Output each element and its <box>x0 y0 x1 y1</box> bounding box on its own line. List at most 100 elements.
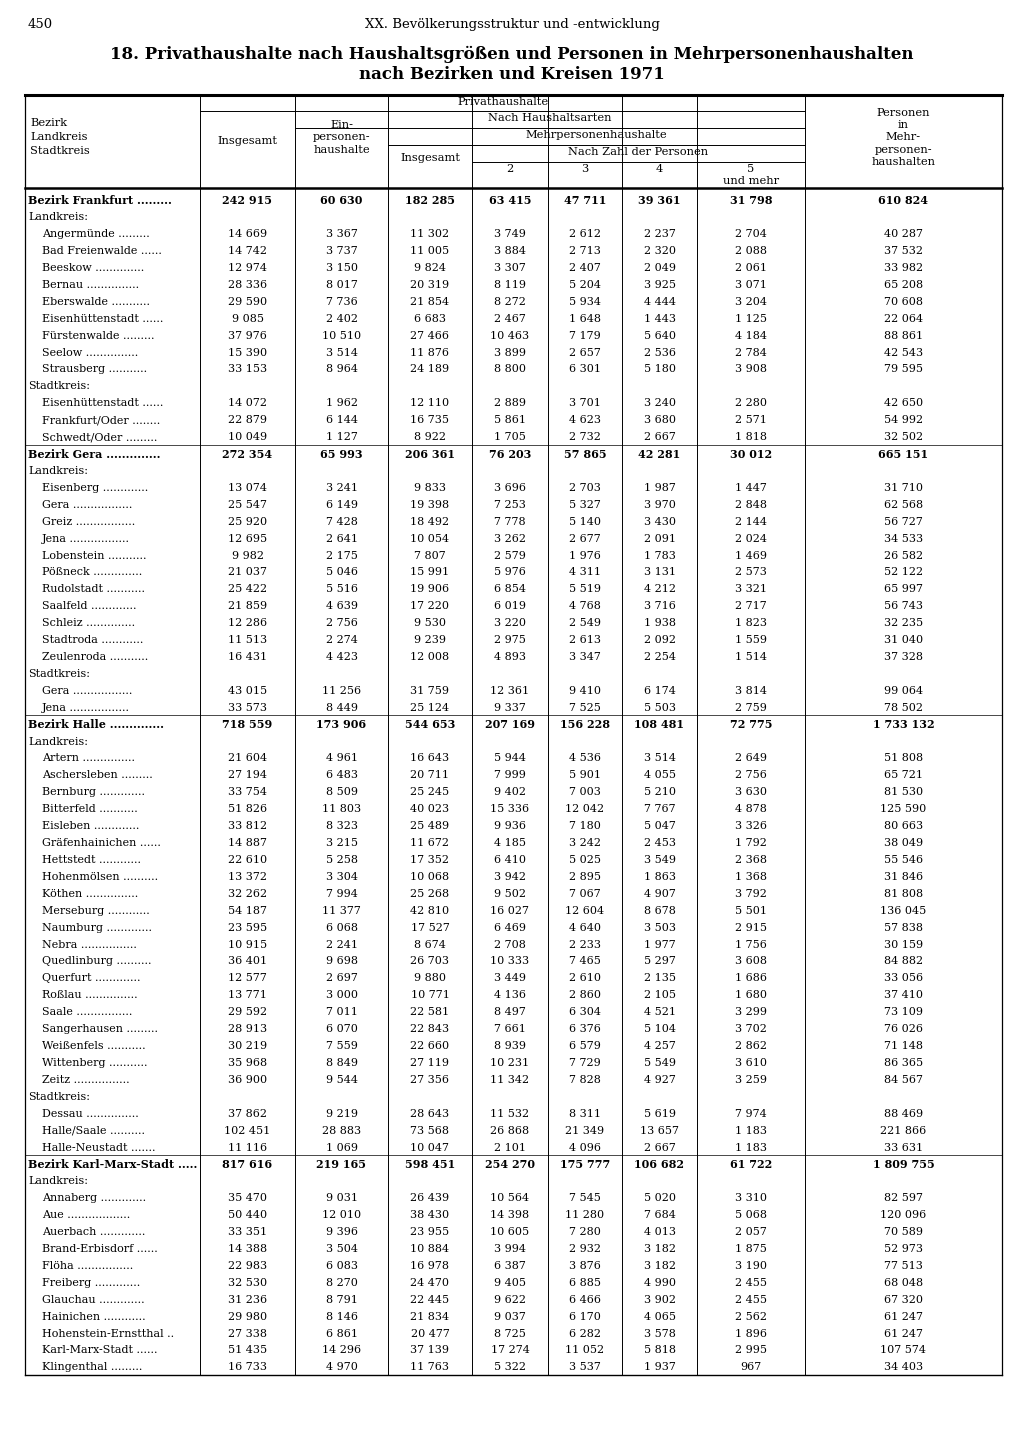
Text: 11 377: 11 377 <box>323 906 360 916</box>
Text: 8 725: 8 725 <box>494 1329 526 1339</box>
Text: 4 640: 4 640 <box>569 923 601 933</box>
Text: 6 376: 6 376 <box>569 1024 601 1034</box>
Text: 2 320: 2 320 <box>643 246 676 256</box>
Text: 11 876: 11 876 <box>411 347 450 357</box>
Text: 28 336: 28 336 <box>228 279 267 289</box>
Text: 62 568: 62 568 <box>884 500 923 510</box>
Text: 1 938: 1 938 <box>643 618 676 628</box>
Text: 9 037: 9 037 <box>494 1312 526 1322</box>
Text: 24 470: 24 470 <box>411 1277 450 1287</box>
Text: 4 065: 4 065 <box>643 1312 676 1322</box>
Text: 2 708: 2 708 <box>494 939 526 949</box>
Text: 56 727: 56 727 <box>884 517 923 527</box>
Text: 21 859: 21 859 <box>228 602 267 611</box>
Text: 3 215: 3 215 <box>326 838 357 848</box>
Text: 8 497: 8 497 <box>494 1007 526 1017</box>
Text: 3 503: 3 503 <box>643 923 676 933</box>
Text: 65 208: 65 208 <box>884 279 923 289</box>
Text: 84 567: 84 567 <box>884 1074 923 1084</box>
Text: 29 980: 29 980 <box>228 1312 267 1322</box>
Text: 1 559: 1 559 <box>735 635 767 645</box>
Text: 81 530: 81 530 <box>884 788 923 798</box>
Text: 17 352: 17 352 <box>411 855 450 865</box>
Text: Landkreis:: Landkreis: <box>28 467 88 477</box>
Text: 5 619: 5 619 <box>643 1109 676 1119</box>
Text: 22 445: 22 445 <box>411 1295 450 1305</box>
Text: 2 784: 2 784 <box>735 347 767 357</box>
Text: Brand-Erbisdorf ......: Brand-Erbisdorf ...... <box>42 1244 158 1254</box>
Text: 11 672: 11 672 <box>411 838 450 848</box>
Text: Landkreis:: Landkreis: <box>28 737 88 746</box>
Text: 14 742: 14 742 <box>228 246 267 256</box>
Text: 33 351: 33 351 <box>228 1227 267 1237</box>
Text: 51 435: 51 435 <box>228 1345 267 1355</box>
Text: Frankfurt/Oder ........: Frankfurt/Oder ........ <box>42 415 160 425</box>
Text: 7 280: 7 280 <box>569 1227 601 1237</box>
Text: 6 170: 6 170 <box>569 1312 601 1322</box>
Text: 6 070: 6 070 <box>326 1024 357 1034</box>
Text: 6 019: 6 019 <box>494 602 526 611</box>
Text: 182 285: 182 285 <box>406 194 455 206</box>
Text: 2 756: 2 756 <box>735 770 767 780</box>
Text: 7 465: 7 465 <box>569 956 601 966</box>
Text: 2 573: 2 573 <box>735 567 767 577</box>
Text: 21 037: 21 037 <box>228 567 267 577</box>
Text: 21 834: 21 834 <box>411 1312 450 1322</box>
Text: Hettstedt ............: Hettstedt ............ <box>42 855 141 865</box>
Text: Bezirk Gera ..............: Bezirk Gera .............. <box>28 448 161 459</box>
Text: 56 743: 56 743 <box>884 602 923 611</box>
Text: 82 597: 82 597 <box>884 1194 923 1204</box>
Text: Saalfeld .............: Saalfeld ............. <box>42 602 136 611</box>
Text: 31 236: 31 236 <box>228 1295 267 1305</box>
Text: 34 533: 34 533 <box>884 534 923 543</box>
Text: 5 140: 5 140 <box>569 517 601 527</box>
Text: 78 502: 78 502 <box>884 703 923 713</box>
Text: Bezirk Halle ..............: Bezirk Halle .............. <box>28 719 164 730</box>
Text: 3 071: 3 071 <box>735 279 767 289</box>
Text: 5 180: 5 180 <box>643 364 676 374</box>
Text: 3 680: 3 680 <box>643 415 676 425</box>
Text: 7 545: 7 545 <box>569 1194 601 1204</box>
Text: 12 010: 12 010 <box>322 1210 361 1220</box>
Text: 1 733 132: 1 733 132 <box>872 719 934 730</box>
Text: Ein-
personen-
haushalte: Ein- personen- haushalte <box>312 120 371 156</box>
Text: 2 717: 2 717 <box>735 602 767 611</box>
Text: 57 865: 57 865 <box>563 448 606 459</box>
Text: 2 049: 2 049 <box>643 264 676 274</box>
Text: 1 987: 1 987 <box>643 482 676 492</box>
Text: 79 595: 79 595 <box>884 364 923 374</box>
Text: 8 939: 8 939 <box>494 1041 526 1051</box>
Text: 10 510: 10 510 <box>322 331 361 341</box>
Text: 6 410: 6 410 <box>494 855 526 865</box>
Text: 67 320: 67 320 <box>884 1295 923 1305</box>
Text: Greiz .................: Greiz ................. <box>42 517 135 527</box>
Text: 3 304: 3 304 <box>326 871 357 881</box>
Text: 2 703: 2 703 <box>569 482 601 492</box>
Text: 11 763: 11 763 <box>411 1362 450 1372</box>
Text: 107 574: 107 574 <box>881 1345 927 1355</box>
Text: 2 613: 2 613 <box>569 635 601 645</box>
Text: 3 182: 3 182 <box>643 1261 676 1272</box>
Text: 7 428: 7 428 <box>326 517 357 527</box>
Text: 8 922: 8 922 <box>414 432 446 442</box>
Text: Bernburg .............: Bernburg ............. <box>42 788 145 798</box>
Text: 27 119: 27 119 <box>411 1058 450 1068</box>
Text: 37 139: 37 139 <box>411 1345 450 1355</box>
Text: 33 631: 33 631 <box>884 1142 923 1152</box>
Text: 1 069: 1 069 <box>326 1142 357 1152</box>
Text: 5 210: 5 210 <box>643 788 676 798</box>
Text: 29 592: 29 592 <box>228 1007 267 1017</box>
Text: 125 590: 125 590 <box>881 804 927 814</box>
Text: 6 861: 6 861 <box>326 1329 357 1339</box>
Text: 2 402: 2 402 <box>326 314 357 324</box>
Text: 11 005: 11 005 <box>411 246 450 256</box>
Text: 76 026: 76 026 <box>884 1024 923 1034</box>
Text: 26 868: 26 868 <box>490 1126 529 1136</box>
Text: Jena .................: Jena ................. <box>42 534 130 543</box>
Text: 9 833: 9 833 <box>414 482 446 492</box>
Text: 610 824: 610 824 <box>879 194 929 206</box>
Text: 136 045: 136 045 <box>881 906 927 916</box>
Text: 1 896: 1 896 <box>735 1329 767 1339</box>
Text: 10 463: 10 463 <box>490 331 529 341</box>
Text: 3 430: 3 430 <box>643 517 676 527</box>
